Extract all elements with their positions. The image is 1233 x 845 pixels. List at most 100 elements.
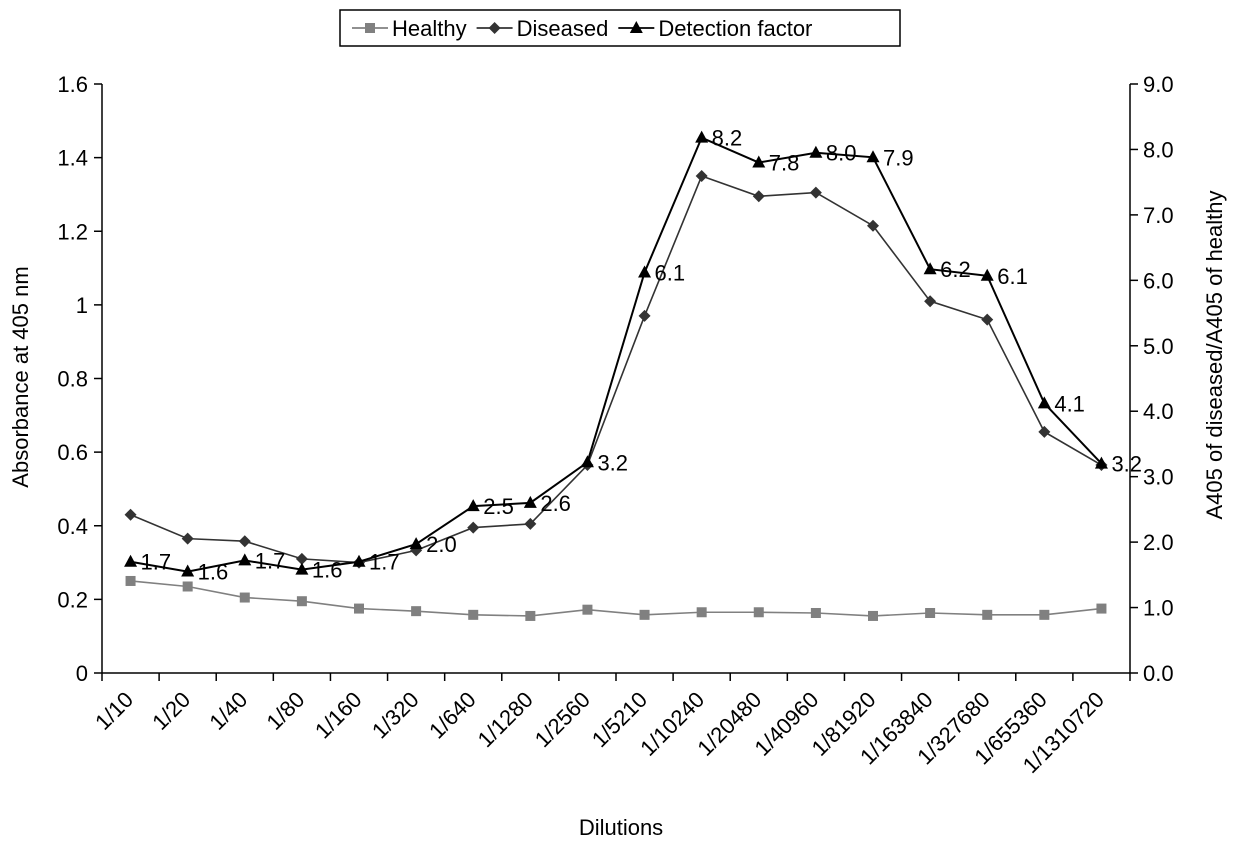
y-tick-label: 1.2 bbox=[57, 219, 88, 244]
data-point bbox=[752, 155, 766, 168]
x-tick-label: 1/1280 bbox=[473, 687, 538, 752]
legend-swatch-marker bbox=[488, 22, 501, 34]
data-point bbox=[466, 499, 480, 512]
data-label: 2.5 bbox=[483, 494, 514, 519]
y2-tick-label: 8.0 bbox=[1143, 137, 1174, 162]
y-tick-label: 0.6 bbox=[57, 440, 88, 465]
data-point bbox=[295, 552, 308, 565]
data-point bbox=[295, 562, 309, 575]
legend-label: Detection factor bbox=[658, 16, 812, 41]
y2-axis-title: A405 of diseased/A405 of healthy bbox=[1202, 190, 1227, 519]
data-point bbox=[924, 295, 937, 308]
data-point bbox=[1038, 425, 1051, 438]
legend-swatch-marker bbox=[365, 23, 375, 33]
data-point bbox=[238, 535, 251, 548]
data-point bbox=[639, 609, 650, 620]
data-point bbox=[925, 607, 936, 618]
x-tick-label: 1/320 bbox=[367, 687, 424, 744]
x-tick-label: 1/20 bbox=[147, 687, 195, 735]
data-point bbox=[809, 145, 823, 158]
y-tick-label: 1.4 bbox=[57, 146, 88, 171]
data-point bbox=[638, 309, 651, 322]
data-point bbox=[181, 564, 195, 577]
data-label: 8.2 bbox=[712, 126, 743, 151]
data-label: 6.2 bbox=[940, 257, 971, 282]
y-axis-title: Absorbance at 405 nm bbox=[8, 266, 33, 487]
data-label: 1.6 bbox=[198, 560, 229, 585]
data-point bbox=[1094, 456, 1108, 469]
series-detection-factor: 1.7 1.6 1.7 1.6 1.7 2.0 2.5 2.6 3.2 6.1 8.2 7.8 8.0 7… bbox=[124, 126, 1142, 585]
data-point bbox=[125, 575, 136, 586]
data-point bbox=[352, 554, 366, 567]
data-label: 7.8 bbox=[769, 151, 800, 176]
series-healthy bbox=[125, 575, 1107, 621]
x-tick-label: 1/10 bbox=[90, 687, 138, 735]
y2-tick-label: 1.0 bbox=[1143, 596, 1174, 621]
data-label: 2.6 bbox=[540, 491, 571, 516]
data-point bbox=[980, 268, 994, 281]
x-tick-label: 1/160 bbox=[310, 687, 367, 744]
y-tick-label: 1.6 bbox=[57, 72, 88, 97]
legend-item: Diseased bbox=[476, 16, 609, 41]
data-point bbox=[354, 603, 364, 614]
data-point bbox=[524, 517, 537, 530]
legend: Healthy Diseased Detection factor bbox=[339, 9, 901, 47]
data-label: 1.6 bbox=[312, 558, 343, 583]
data-label: 8.0 bbox=[826, 141, 857, 166]
data-point bbox=[638, 265, 652, 278]
y2-tick-label: 2.0 bbox=[1143, 530, 1174, 555]
x-axis-title: Dilutions bbox=[579, 815, 663, 840]
data-point bbox=[809, 186, 822, 199]
y-tick-label: 0.8 bbox=[57, 367, 88, 392]
legend-swatch-marker bbox=[629, 21, 643, 33]
data-point bbox=[1037, 396, 1051, 409]
data-label: 4.1 bbox=[1054, 391, 1085, 416]
axes: 0 0.2 0.4 0.6 0.8 1 1.2 1.4 1.6 0.0 1.0 2.0 3.0 4.0 5.… bbox=[57, 72, 1173, 778]
y2-tick-label: 3.0 bbox=[1143, 465, 1174, 490]
data-label: 3.2 bbox=[597, 450, 628, 475]
data-point bbox=[181, 532, 194, 545]
data-point bbox=[468, 609, 479, 620]
data-point bbox=[467, 521, 480, 534]
data-point bbox=[695, 170, 708, 183]
data-point bbox=[182, 581, 193, 592]
data-point bbox=[580, 455, 594, 468]
data-point bbox=[238, 553, 252, 566]
data-point bbox=[923, 262, 937, 275]
data-label: 6.1 bbox=[655, 260, 686, 285]
legend-label: Healthy bbox=[392, 16, 467, 41]
data-point bbox=[239, 592, 250, 603]
data-point bbox=[695, 130, 709, 143]
x-tick-label: 1/80 bbox=[261, 687, 309, 735]
series-line bbox=[130, 580, 1102, 617]
data-point bbox=[696, 607, 707, 618]
y2-tick-label: 9.0 bbox=[1143, 72, 1174, 97]
y-tick-label: 0 bbox=[76, 661, 88, 686]
legend-label: Diseased bbox=[517, 16, 609, 41]
data-label: 1.7 bbox=[369, 550, 400, 575]
data-point bbox=[296, 596, 307, 607]
data-point bbox=[868, 610, 878, 621]
data-label: 3.2 bbox=[1111, 452, 1142, 477]
y2-tick-label: 5.0 bbox=[1143, 334, 1174, 359]
data-label: 2.0 bbox=[426, 532, 457, 557]
data-point bbox=[867, 219, 879, 232]
data-point bbox=[752, 190, 765, 203]
x-tick-label: 1/2560 bbox=[530, 687, 595, 752]
y2-tick-label: 4.0 bbox=[1143, 399, 1174, 424]
y-tick-label: 0.2 bbox=[57, 587, 88, 612]
series-diseased bbox=[124, 170, 1108, 569]
y-tick-label: 1 bbox=[76, 293, 88, 318]
data-label: 7.9 bbox=[883, 145, 914, 170]
y-tick-label: 0.4 bbox=[57, 514, 88, 539]
plot-area: 1.7 1.6 1.7 1.6 1.7 2.0 2.5 2.6 3.2 6.1 8.2 7.8 8.0 7… bbox=[124, 126, 1142, 621]
data-point bbox=[982, 609, 993, 620]
y2-tick-label: 0.0 bbox=[1143, 661, 1174, 686]
data-point bbox=[411, 606, 422, 617]
data-point bbox=[1096, 603, 1107, 614]
data-point bbox=[523, 495, 537, 508]
data-point bbox=[981, 313, 994, 326]
data-label: 1.7 bbox=[255, 548, 286, 573]
data-point bbox=[866, 150, 880, 163]
